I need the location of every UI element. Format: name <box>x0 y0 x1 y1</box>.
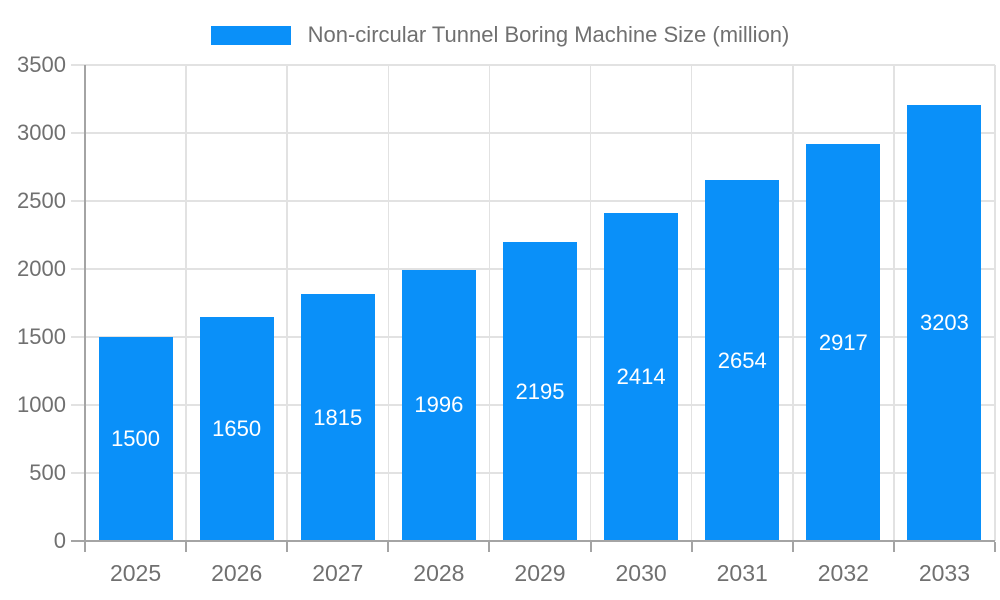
v-gridline <box>792 65 794 541</box>
v-gridline <box>185 65 187 541</box>
x-tick-label-2028: 2028 <box>413 560 465 586</box>
y-tick-label-0: 0 <box>53 528 66 553</box>
x-tick-label-2033: 2033 <box>918 560 971 586</box>
y-tick-label-2000: 2000 <box>17 256 66 281</box>
x-tick-mark <box>690 542 693 552</box>
y-tick-label-1000: 1000 <box>17 392 66 417</box>
v-gridline <box>488 65 491 541</box>
x-tick-label-2027: 2027 <box>312 560 364 586</box>
bar-value-label-2031: 2654 <box>717 347 767 373</box>
bar-value-label-2027: 1815 <box>313 404 363 430</box>
bar-2030[interactable] <box>604 212 679 541</box>
legend-swatch-icon <box>210 25 291 45</box>
h-gridline <box>71 64 995 66</box>
x-tick-mark <box>84 542 86 552</box>
bar-2031[interactable] <box>705 180 780 541</box>
bar-value-label-2032: 2917 <box>818 329 868 355</box>
bar-2026[interactable] <box>199 316 274 541</box>
x-tick-mark <box>286 542 289 552</box>
bar-value-label-2030: 2414 <box>616 363 666 389</box>
x-tick-mark <box>589 542 592 552</box>
y-tick-label-2500: 2500 <box>17 188 66 213</box>
y-axis-line <box>84 65 86 552</box>
y-tick-label-3500: 3500 <box>17 52 66 77</box>
bar-value-label-2026: 1650 <box>212 415 262 441</box>
bar-value-label-2025: 1500 <box>111 426 161 451</box>
x-tick-label-2026: 2026 <box>211 560 263 586</box>
x-tick-label-2032: 2032 <box>817 560 869 586</box>
legend[interactable]: Non-circular Tunnel Boring Machine Size … <box>0 23 1000 47</box>
v-gridline <box>387 65 390 541</box>
legend-label: Non-circular Tunnel Boring Machine Size … <box>307 22 790 47</box>
x-tick-label-2031: 2031 <box>716 560 768 586</box>
y-tick-label-500: 500 <box>29 460 66 485</box>
y-tick-label-1500: 1500 <box>17 324 66 349</box>
h-gridline <box>71 200 995 202</box>
x-tick-mark <box>387 542 390 552</box>
x-tick-label-2025: 2025 <box>109 560 162 586</box>
v-gridline <box>286 65 288 541</box>
bar-value-label-2028: 1996 <box>414 392 464 418</box>
x-tick-mark <box>892 542 895 552</box>
x-tick-mark <box>185 542 188 552</box>
bar-2028[interactable] <box>401 269 476 541</box>
bar-2025[interactable] <box>98 337 173 541</box>
x-axis-line <box>71 540 995 542</box>
bar-2029[interactable] <box>503 242 577 541</box>
bar-value-label-2033: 3203 <box>919 310 969 336</box>
y-tick-label-3000: 3000 <box>17 120 66 145</box>
h-gridline <box>71 132 995 134</box>
x-tick-mark <box>791 542 794 552</box>
bar-value-label-2029: 2195 <box>515 378 565 404</box>
x-tick-mark <box>994 542 996 552</box>
v-gridline <box>994 65 996 541</box>
v-gridline <box>893 65 895 541</box>
bar-2033[interactable] <box>907 105 982 541</box>
v-gridline <box>589 65 592 541</box>
x-tick-label-2030: 2030 <box>615 560 667 586</box>
x-tick-label-2029: 2029 <box>514 560 566 586</box>
bar-2027[interactable] <box>300 294 375 541</box>
bar-2032[interactable] <box>806 144 881 541</box>
v-gridline <box>690 65 693 541</box>
x-tick-mark <box>488 542 491 552</box>
